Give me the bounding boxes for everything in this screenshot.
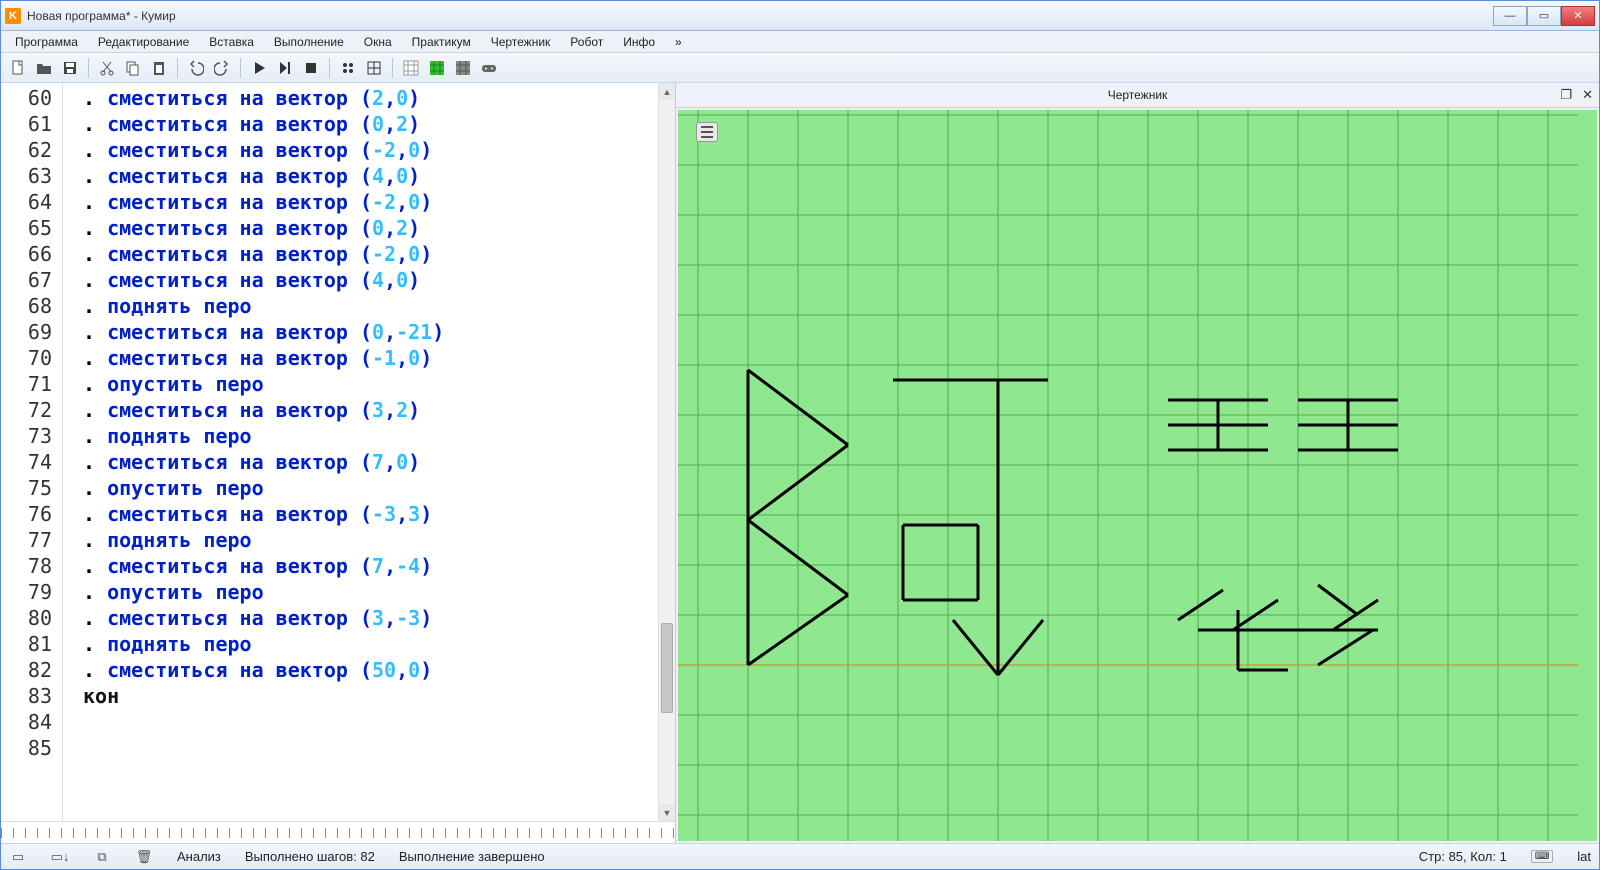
minimize-button[interactable]: — [1493, 6, 1527, 26]
redo-button[interactable] [211, 57, 233, 79]
scroll-up-button[interactable]: ▲ [659, 83, 675, 100]
menu-item[interactable]: Инфо [615, 33, 663, 51]
menu-item[interactable]: Чертежник [483, 33, 559, 51]
status-analyze[interactable]: Анализ [177, 849, 221, 864]
menu-item[interactable]: Выполнение [266, 33, 352, 51]
tool-b-button[interactable] [363, 57, 385, 79]
menu-item[interactable]: Практикум [404, 33, 479, 51]
editor[interactable]: 60 61 62 63 64 65 66 67 68 69 70 71 72 7… [1, 83, 675, 821]
status-done: Выполнение завершено [399, 849, 545, 864]
panel-restore-button[interactable]: ❐ [1560, 87, 1572, 103]
grid-2-button[interactable] [426, 57, 448, 79]
tool-a-button[interactable] [337, 57, 359, 79]
step-button[interactable] [274, 57, 296, 79]
status-steps: Выполнено шагов: 82 [245, 849, 375, 864]
canvas-svg [678, 110, 1597, 841]
menubar: ПрограммаРедактированиеВставкаВыполнение… [1, 31, 1599, 53]
status-icon-1[interactable]: ▭ [9, 848, 27, 866]
menu-item[interactable]: » [667, 33, 690, 51]
canvas-menu-button[interactable] [696, 122, 718, 142]
cut-button[interactable] [96, 57, 118, 79]
gamepad-button[interactable] [478, 57, 500, 79]
vertical-scrollbar[interactable]: ▲ ▼ [658, 83, 675, 821]
menu-item[interactable]: Окна [356, 33, 400, 51]
drawing-pane: Чертежник ❐ ✕ [676, 83, 1599, 843]
status-icon-3[interactable]: ⧉ [93, 848, 111, 866]
editor-pane: 60 61 62 63 64 65 66 67 68 69 70 71 72 7… [1, 83, 676, 843]
grid-1-button[interactable] [400, 57, 422, 79]
panel-title: Чертежник [1108, 88, 1168, 102]
canvas-area [676, 108, 1599, 843]
grid-3-button[interactable] [452, 57, 474, 79]
stop-button[interactable] [300, 57, 322, 79]
menu-item[interactable]: Вставка [201, 33, 262, 51]
code-area[interactable]: . сместиться на вектор (2,0) . сместитьс… [63, 83, 658, 821]
main-area: 60 61 62 63 64 65 66 67 68 69 70 71 72 7… [1, 83, 1599, 843]
maximize-button[interactable]: ▭ [1527, 6, 1561, 26]
titlebar: K Новая программа* - Кумир — ▭ ✕ [1, 1, 1599, 31]
statusbar: ▭ ▭↓ ⧉ 🗑 Анализ Выполнено шагов: 82 Выпо… [1, 843, 1599, 869]
undo-button[interactable] [185, 57, 207, 79]
app-window: K Новая программа* - Кумир — ▭ ✕ Програм… [0, 0, 1600, 870]
toolbar [1, 53, 1599, 83]
window-title: Новая программа* - Кумир [27, 9, 1493, 23]
menu-item[interactable]: Программа [7, 33, 86, 51]
paste-button[interactable] [148, 57, 170, 79]
status-icon-2[interactable]: ▭↓ [51, 848, 69, 866]
horizontal-ruler [1, 821, 675, 843]
drawing-canvas[interactable] [678, 110, 1597, 841]
copy-button[interactable] [122, 57, 144, 79]
status-cursor: Стр: 85, Кол: 1 [1419, 849, 1507, 864]
panel-close-button[interactable]: ✕ [1582, 87, 1593, 103]
line-gutter: 60 61 62 63 64 65 66 67 68 69 70 71 72 7… [1, 83, 63, 821]
open-file-button[interactable] [33, 57, 55, 79]
status-kbd-icon: ⌨ [1531, 850, 1553, 863]
app-icon: K [5, 8, 21, 24]
scroll-thumb[interactable] [661, 623, 673, 713]
save-file-button[interactable] [59, 57, 81, 79]
window-controls: — ▭ ✕ [1493, 6, 1595, 26]
scroll-down-button[interactable]: ▼ [659, 804, 675, 821]
status-icon-4[interactable]: 🗑 [135, 848, 153, 866]
new-file-button[interactable] [7, 57, 29, 79]
panel-header: Чертежник ❐ ✕ [676, 83, 1599, 108]
status-lang: lat [1577, 849, 1591, 864]
menu-item[interactable]: Робот [562, 33, 611, 51]
menu-item[interactable]: Редактирование [90, 33, 197, 51]
close-button[interactable]: ✕ [1561, 6, 1595, 26]
run-button[interactable] [248, 57, 270, 79]
